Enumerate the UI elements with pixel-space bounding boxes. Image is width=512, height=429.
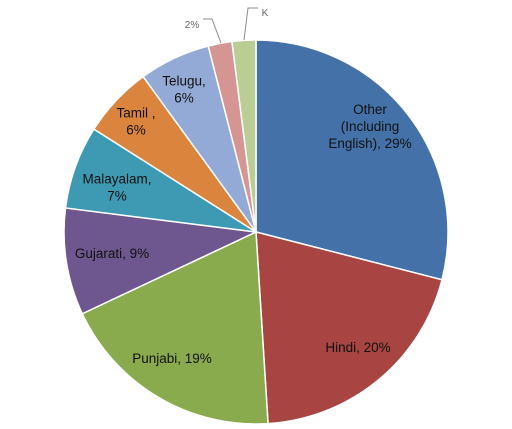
pie-slice-1 (255, 39, 449, 281)
slice-label-1: Other (Including English), 29% (328, 102, 411, 151)
pie-slices (63, 39, 449, 425)
slice-label-4: Gujarati, 9% (75, 246, 149, 261)
slice-label-7: Telugu, 6% (162, 74, 206, 106)
slice-labels: Other (Including English), 29% Hindi, 20% Pu… (75, 8, 412, 366)
slice-label-6: Tamil , 6% (116, 106, 155, 138)
leader-line-9 (243, 7, 258, 41)
slice-label-2: Hindi, 20% (325, 340, 390, 355)
leader-line-8 (203, 18, 222, 44)
slice-label-9: K (262, 8, 269, 19)
pie-slice-4 (63, 207, 259, 315)
pie-slice-3 (81, 230, 269, 425)
pie-slice-2 (255, 231, 443, 425)
slice-label-3: Punjabi, 19% (132, 351, 212, 366)
slice-label-8: 2% (185, 20, 200, 31)
leader-lines (203, 7, 258, 44)
slice-label-5: Malayalam, 7% (82, 172, 151, 204)
pie-slice-9 (231, 39, 257, 233)
